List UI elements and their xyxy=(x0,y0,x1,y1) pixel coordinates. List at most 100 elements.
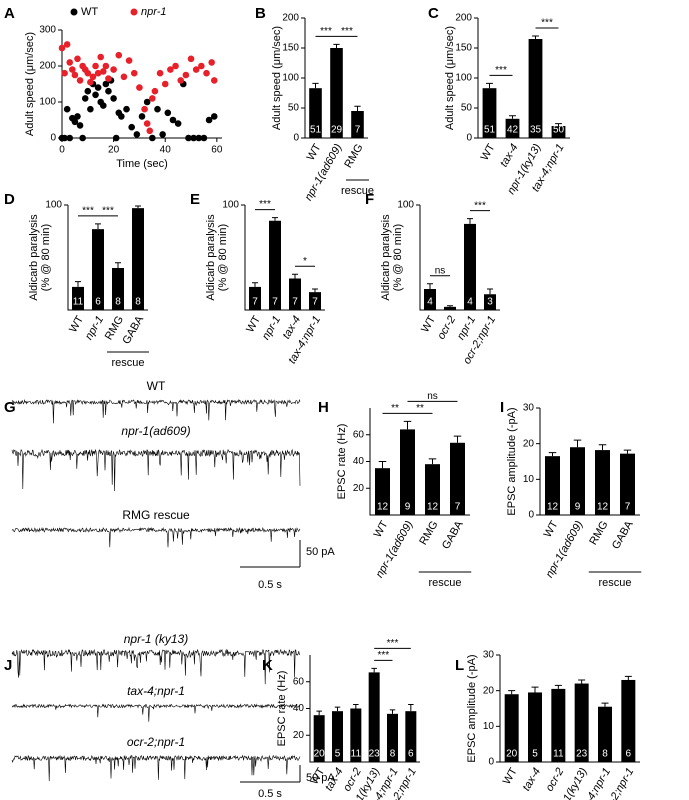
significance-label: *** xyxy=(320,26,332,37)
panel-letter: H xyxy=(318,399,329,416)
data-point xyxy=(125,57,133,64)
bar xyxy=(528,39,543,138)
data-point xyxy=(182,71,190,79)
data-point xyxy=(118,113,125,120)
x-tick-label: WT xyxy=(305,142,324,163)
data-point xyxy=(198,62,205,70)
y-tick-label: 100 xyxy=(282,73,299,84)
data-point xyxy=(79,134,86,142)
x-tick-label: RMG xyxy=(342,142,365,170)
data-point xyxy=(76,122,84,129)
sample-size: 12 xyxy=(427,502,439,513)
scale-bar xyxy=(240,540,301,568)
data-point xyxy=(130,69,138,77)
data-point xyxy=(172,62,179,70)
bar xyxy=(309,88,322,138)
panel-letter: G xyxy=(4,399,16,416)
data-point xyxy=(74,55,81,63)
data-point xyxy=(174,120,182,127)
scale-label: 0.5 s xyxy=(258,788,282,800)
bar xyxy=(92,229,104,310)
significance-label: *** xyxy=(259,199,271,210)
bar xyxy=(551,688,566,762)
sample-size: 7 xyxy=(292,297,298,308)
trace xyxy=(11,448,301,492)
data-point xyxy=(123,105,130,113)
error-bar xyxy=(447,305,453,307)
error-bar xyxy=(531,686,539,693)
sample-size: 23 xyxy=(369,749,381,760)
sample-size: 11 xyxy=(73,297,84,308)
data-point xyxy=(63,41,71,48)
panel-letter: I xyxy=(500,399,504,416)
group-label: rescue xyxy=(598,577,631,589)
panel-letter: D xyxy=(4,191,15,208)
sample-size: 9 xyxy=(575,502,581,513)
y-tick-label: 150 xyxy=(455,43,472,54)
error-bar xyxy=(554,684,562,689)
group-label: rescue xyxy=(428,577,461,589)
data-point xyxy=(94,69,102,77)
trace-label: tax-4;npr-1 xyxy=(127,684,185,698)
x-tick-label: npr-1 xyxy=(83,314,106,342)
data-point xyxy=(190,134,197,142)
error-bar xyxy=(509,115,516,119)
data-point xyxy=(195,134,203,142)
data-point xyxy=(164,109,172,117)
bar xyxy=(464,223,476,310)
scale-label: 50 pA xyxy=(306,772,335,784)
significance-label: *** xyxy=(341,26,353,37)
significance-label: ns xyxy=(435,265,446,276)
data-point xyxy=(128,123,135,131)
group-label: rescue xyxy=(111,357,144,369)
bar xyxy=(505,118,520,138)
data-point xyxy=(208,59,215,66)
bar xyxy=(387,713,398,762)
sample-size: 51 xyxy=(310,125,322,136)
trace-label: RMG rescue xyxy=(122,508,190,522)
y-axis-label: EPSC amplitude (-pA) xyxy=(466,654,478,762)
group-label: rescue xyxy=(341,185,374,197)
trace-label: npr-1 (ky13) xyxy=(124,632,188,646)
data-point xyxy=(210,113,218,120)
x-tick-label: WT xyxy=(501,766,520,787)
bar xyxy=(425,464,440,515)
y-axis-label: (% @ 80 min) xyxy=(392,224,404,291)
data-point xyxy=(169,116,177,124)
error-bar xyxy=(601,702,609,707)
sample-size: 42 xyxy=(507,125,519,136)
data-point xyxy=(61,69,68,77)
data-point xyxy=(120,73,128,81)
data-point xyxy=(81,95,89,102)
error-bar xyxy=(292,273,298,279)
error-bar xyxy=(378,461,387,469)
bar xyxy=(570,447,585,515)
y-axis-label: Aldicarb paralysis xyxy=(380,214,392,301)
error-bar xyxy=(75,281,81,287)
data-point xyxy=(92,62,99,70)
bar xyxy=(132,208,144,310)
panel-letter: K xyxy=(262,657,273,674)
y-tick-label: 0 xyxy=(528,510,534,521)
bar xyxy=(405,711,417,762)
y-tick-label: 100 xyxy=(39,97,56,108)
x-tick-label: WT xyxy=(244,314,263,335)
axes xyxy=(499,655,640,763)
error-bar xyxy=(555,123,562,126)
error-bar xyxy=(532,35,539,39)
bar xyxy=(332,711,343,762)
error-bar xyxy=(135,205,141,209)
sample-size: 4 xyxy=(427,297,433,308)
trace-label: npr-1(ad609) xyxy=(121,424,190,438)
sample-size: 35 xyxy=(530,125,542,136)
data-point xyxy=(154,105,161,113)
data-point xyxy=(105,75,112,82)
sample-size: 5 xyxy=(335,749,341,760)
y-axis-label: EPSC rate (Hz) xyxy=(336,424,348,500)
sample-size: 12 xyxy=(547,502,559,513)
data-point xyxy=(76,77,84,84)
x-tick-label: 40 xyxy=(160,145,172,156)
bar xyxy=(484,294,496,310)
data-point xyxy=(66,134,74,142)
data-point xyxy=(185,134,192,142)
